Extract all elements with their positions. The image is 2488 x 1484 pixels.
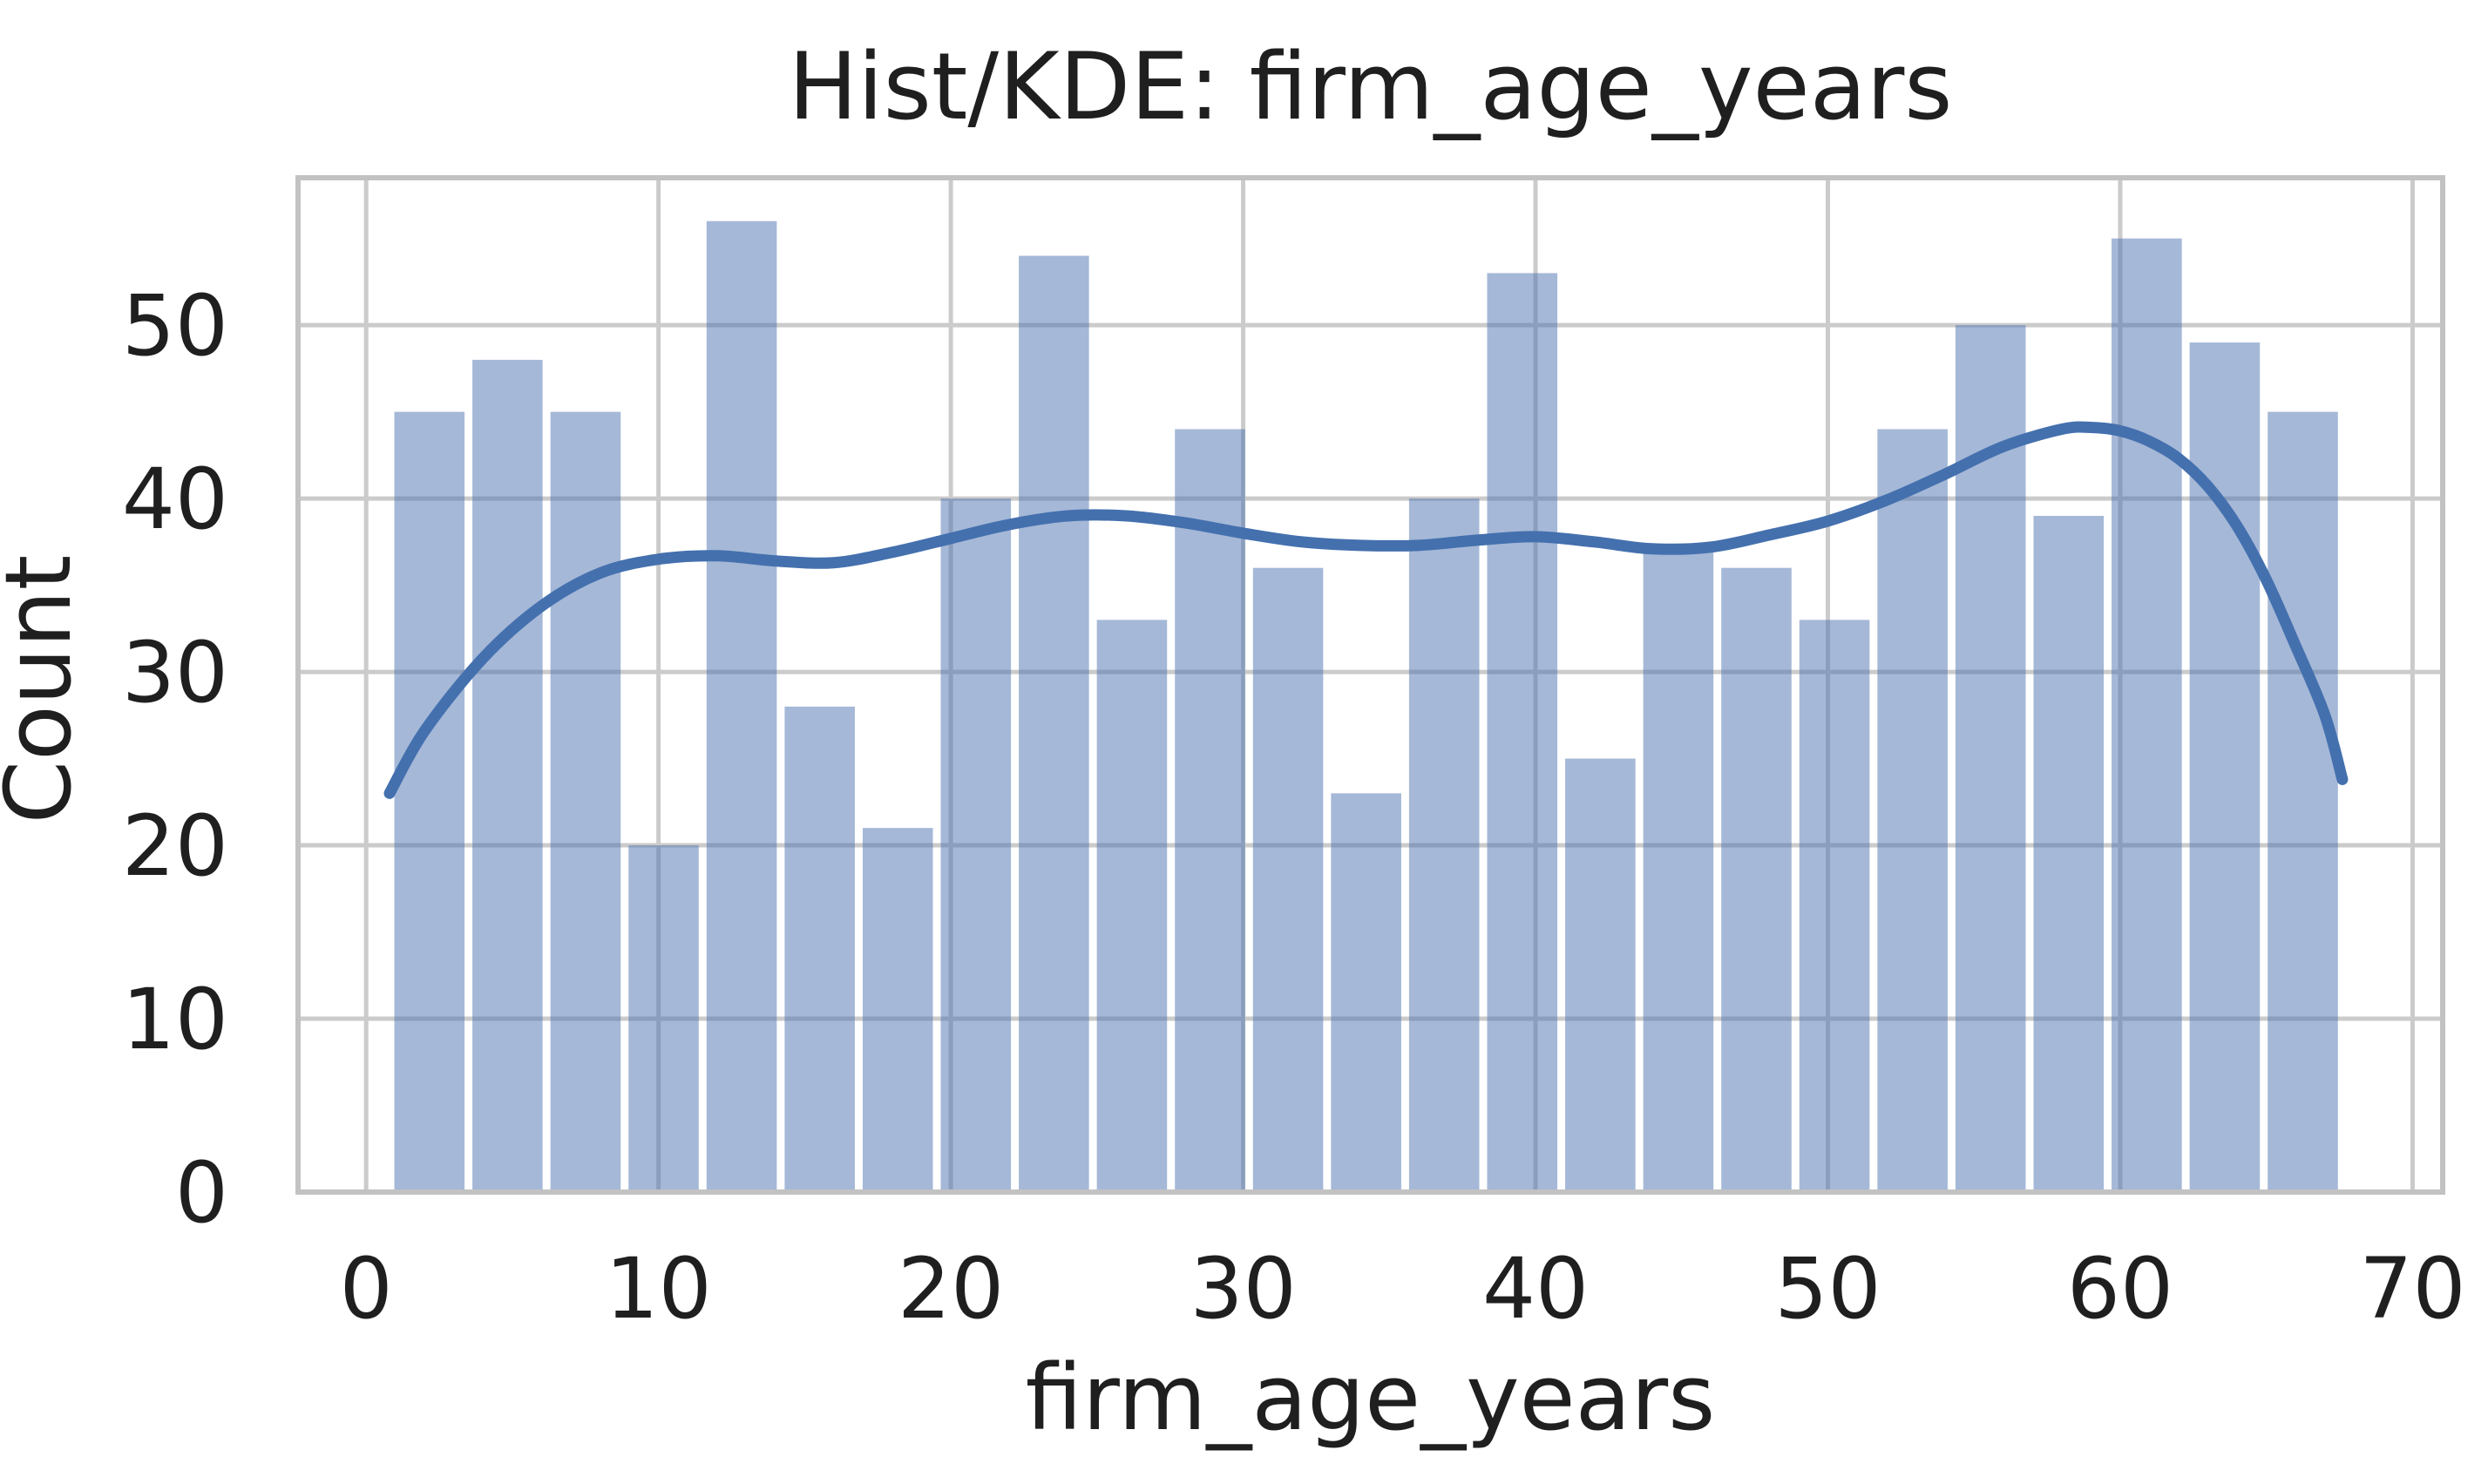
x-tick-label: 70 <box>2359 1240 2465 1338</box>
histogram-bar <box>784 706 855 1192</box>
histogram-bar <box>2268 411 2338 1193</box>
histogram-bar <box>1799 620 1870 1192</box>
histogram-bar <box>706 220 777 1192</box>
y-tick-label: 50 <box>122 277 228 375</box>
x-tick-label: 30 <box>1190 1240 1296 1338</box>
x-tick-label: 40 <box>1482 1240 1589 1338</box>
histogram-bar <box>1252 567 1324 1192</box>
histogram-bar <box>1175 429 1245 1192</box>
histogram-bar <box>2112 238 2182 1193</box>
y-tick-label: 10 <box>122 971 228 1068</box>
histogram-bar <box>1565 758 1636 1192</box>
x-tick-label: 60 <box>2067 1240 2173 1338</box>
histogram-bar <box>394 411 465 1193</box>
histogram-bar <box>2033 516 2105 1192</box>
x-tick-label: 50 <box>1774 1240 1881 1338</box>
histogram-bar <box>628 845 699 1192</box>
histogram-bar <box>862 828 933 1192</box>
histogram-bar <box>550 411 621 1193</box>
axes-spines <box>295 175 2445 1195</box>
histogram-bar <box>1331 793 1401 1192</box>
histogram-bar <box>1408 498 1480 1192</box>
histogram-bar <box>1721 567 1792 1192</box>
x-tick-label: 0 <box>340 1240 393 1338</box>
y-tick-label: 0 <box>175 1144 228 1242</box>
histogram-bar <box>1096 620 1168 1192</box>
x-tick-label: 10 <box>606 1240 712 1338</box>
y-tick-label: 20 <box>122 797 228 895</box>
kde-curve <box>383 421 2349 799</box>
x-tick-label: 20 <box>898 1240 1004 1338</box>
histogram-bar <box>1643 550 1714 1192</box>
y-axis-label: Count <box>0 554 92 824</box>
histogram-bar <box>1019 255 1089 1192</box>
y-tick-label: 40 <box>122 451 228 548</box>
histogram-bar <box>472 359 543 1192</box>
chart-title: Hist/KDE: firm_age_years <box>788 33 1953 140</box>
histogram-bar <box>1487 273 1558 1192</box>
histogram-bar <box>940 498 1012 1192</box>
y-tick-label: 30 <box>122 624 228 722</box>
x-axis-label: firm_age_years <box>1025 1345 1716 1451</box>
histogram-bar <box>1877 429 1948 1192</box>
